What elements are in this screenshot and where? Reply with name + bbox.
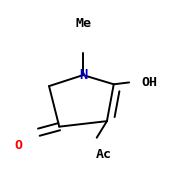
Text: OH: OH <box>141 76 157 89</box>
Text: O: O <box>14 139 22 152</box>
Text: Ac: Ac <box>95 148 112 161</box>
Text: Me: Me <box>75 17 91 30</box>
Text: N: N <box>79 68 87 82</box>
